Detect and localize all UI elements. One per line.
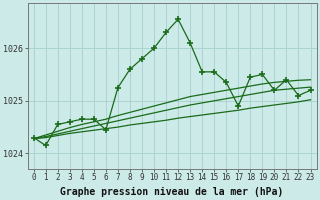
X-axis label: Graphe pression niveau de la mer (hPa): Graphe pression niveau de la mer (hPa) bbox=[60, 186, 284, 197]
